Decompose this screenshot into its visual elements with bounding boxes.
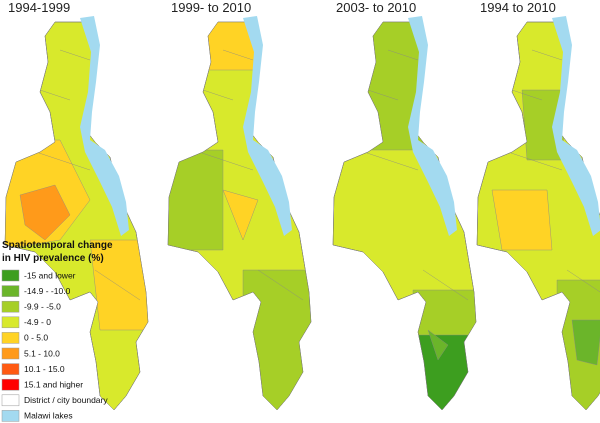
district-boundary — [94, 269, 141, 301]
map-panel — [167, 16, 312, 411]
legend-label: 15.1 and higher — [24, 379, 83, 389]
panel-title: 2003- to 2010 — [336, 0, 416, 15]
district-boundary — [202, 89, 234, 101]
legend-label: 5.1 - 10.0 — [24, 348, 60, 358]
district-boundary — [511, 89, 543, 101]
region — [19, 184, 71, 241]
legend-label: -15 and lower — [24, 270, 76, 280]
legend-swatch — [1, 316, 20, 329]
district-boundary — [531, 49, 563, 61]
regions — [168, 22, 311, 410]
region — [168, 149, 224, 251]
legend-label: District / city boundary — [24, 395, 108, 405]
region — [491, 189, 553, 251]
district-boundary — [257, 269, 304, 301]
district-boundary — [59, 49, 91, 61]
titles: 1994-1999 1999- to 2010 2003- to 2010 1994 … — [8, 0, 556, 15]
district-boundary — [367, 89, 399, 101]
region — [222, 189, 259, 241]
district-boundary — [192, 149, 254, 171]
district-boundary — [39, 89, 71, 101]
legend-label: -9.9 - -5.0 — [24, 301, 61, 311]
legend-label: Malawi lakes — [24, 411, 73, 421]
legend-swatch — [1, 269, 20, 282]
region — [415, 334, 476, 410]
legend-swatch — [1, 378, 20, 391]
region — [427, 329, 449, 361]
legend-swatch — [1, 363, 20, 375]
legend-swatch — [1, 347, 20, 360]
district-boundary — [387, 49, 419, 61]
legend-swatch — [1, 410, 20, 422]
legend-label: -4.9 - 0 — [24, 317, 51, 327]
maps — [4, 16, 600, 411]
district-boundary — [566, 269, 600, 301]
district-boundary — [222, 49, 254, 61]
map-panel — [332, 16, 477, 411]
panel-title: 1994-1999 — [8, 0, 70, 15]
legend-label: 10.1 - 15.0 — [24, 364, 65, 374]
legend-swatch — [1, 300, 20, 313]
legend-swatch — [1, 394, 20, 407]
district-boundary — [29, 149, 91, 171]
district-boundary — [357, 149, 419, 171]
legend: Spatiotemporal change in HIV prevalence (… — [1, 240, 113, 422]
map-panel — [4, 16, 149, 411]
legend-title: in HIV prevalence (%) — [2, 253, 104, 264]
legend-swatch — [1, 332, 20, 344]
legend-label: 0 - 5.0 — [24, 333, 48, 343]
district-boundary — [422, 269, 469, 301]
legend-label: -14.9 - -10.0 — [24, 286, 71, 296]
legend-swatch — [1, 285, 20, 297]
regions — [5, 49, 148, 331]
district-boundary — [501, 149, 563, 171]
region — [571, 319, 600, 366]
panel-title: 1999- to 2010 — [171, 0, 251, 15]
panel-title: 1994 to 2010 — [480, 0, 556, 15]
legend-title: Spatiotemporal change — [2, 240, 113, 251]
map-panel — [476, 16, 600, 411]
